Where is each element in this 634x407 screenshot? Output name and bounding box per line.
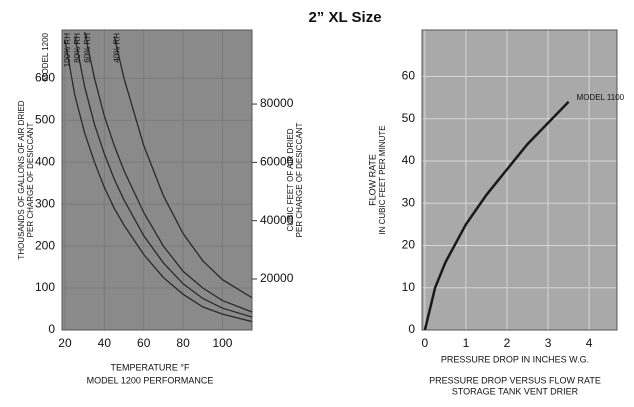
x-tick-label: 100: [212, 336, 232, 350]
x-tick-label: 20: [58, 336, 72, 350]
x-tick-label: 0: [422, 336, 429, 350]
y2-tick-label: 40000: [260, 213, 294, 227]
y-tick-label: 40: [402, 153, 416, 167]
x-axis-title: TEMPERATURE °F: [111, 362, 190, 372]
series-line: [83, 31, 252, 313]
y-tick-label: 0: [48, 322, 55, 336]
x-axis-title: PRESSURE DROP VERSUS FLOW RATE: [429, 375, 601, 385]
series-line: [64, 40, 252, 323]
series-line: [113, 36, 252, 299]
x-axis-title: PRESSURE DROP IN INCHES W.G.: [441, 354, 589, 364]
y2-tick-label: 60000: [260, 155, 294, 169]
series-line: [423, 100, 570, 330]
series-label: 40% RH: [112, 33, 121, 63]
x-tick-label: 60: [137, 336, 151, 350]
y-tick-label: 30: [402, 195, 416, 209]
x-axis-title: STORAGE TANK VENT DRIER: [452, 386, 579, 396]
annotation: MODEL 1200: [41, 32, 50, 81]
y-tick-label: 300: [35, 196, 55, 210]
y-axis-title: PER CHARGE OF DESICCANT: [26, 123, 35, 238]
x-tick-label: 4: [586, 336, 593, 350]
series-label: 80% RH: [73, 33, 82, 63]
x-tick-label: 1: [463, 336, 470, 350]
y-tick-label: 400: [35, 154, 55, 168]
y-tick-label: 0: [408, 322, 415, 336]
y2-tick-label: 20000: [260, 271, 294, 285]
y-tick-label: 100: [35, 280, 55, 294]
y-axis-title: THOUSANDS OF GALLONS OF AIR DRIED: [17, 100, 26, 259]
y2-axis-title: CUBIC FEET OF AIR DRIED: [286, 128, 295, 231]
y-tick-label: 20: [402, 238, 416, 252]
y-tick-label: 10: [402, 280, 416, 294]
series-label: 100% RH: [63, 33, 72, 67]
series-label: 60% RH: [83, 33, 92, 63]
y-axis-title: FLOW RATE: [367, 154, 377, 206]
y-tick-label: 500: [35, 112, 55, 126]
y2-tick-label: 80000: [260, 96, 294, 110]
y2-axis-title: PER CHARGE OF DESICCANT: [295, 123, 304, 238]
x-axis-title: MODEL 1200 PERFORMANCE: [87, 375, 214, 385]
plot-border: [61, 29, 253, 331]
x-tick-label: 3: [545, 336, 552, 350]
y-tick-label: 50: [402, 111, 416, 125]
y-tick-label: 60: [402, 69, 416, 83]
y-tick-label: 200: [35, 238, 55, 252]
y-axis-title: IN CUBIC FEET PER MINUTE: [378, 125, 387, 234]
series-label: MODEL 1100: [577, 93, 625, 102]
x-tick-label: 2: [504, 336, 511, 350]
x-tick-label: 40: [98, 336, 112, 350]
series-line: [74, 36, 252, 318]
plot-area: [422, 30, 617, 330]
plot-border: [421, 29, 618, 331]
y-tick-label: 600: [35, 70, 55, 84]
x-tick-label: 80: [176, 336, 190, 350]
page-title: 2” XL Size: [308, 9, 381, 26]
